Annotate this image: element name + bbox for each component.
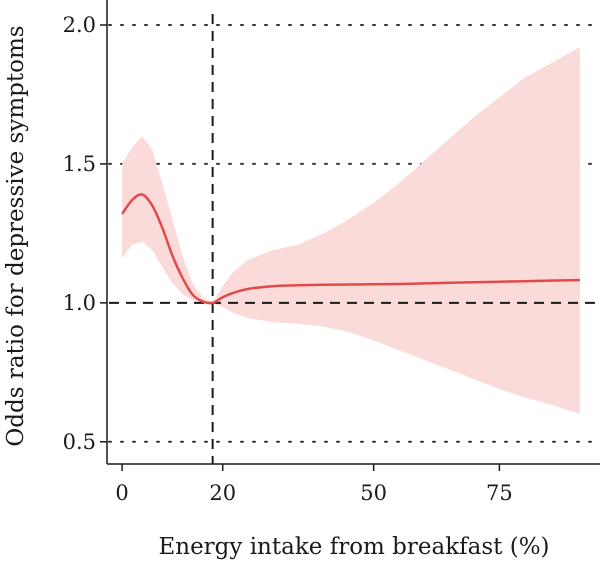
reference-lines	[109, 14, 598, 464]
tick-labels: 0.5 1.0 1.5 2.0 0 20 50 75	[63, 13, 513, 505]
x-tick-label: 50	[360, 481, 387, 505]
x-tick-label: 20	[209, 481, 236, 505]
series-line	[121, 193, 580, 305]
y-tick-label: 1.5	[63, 152, 96, 176]
confidence-band	[122, 47, 580, 414]
y-axis-label: Odds ratio for depressive symptoms	[3, 25, 29, 446]
x-axis-label: Energy intake from breakfast (%)	[158, 534, 549, 560]
x-tick-label: 0	[115, 481, 128, 505]
x-tick-label: 75	[486, 481, 513, 505]
axes	[106, 0, 600, 465]
y-tick-label: 1.0	[63, 291, 96, 315]
y-tick-label: 0.5	[63, 430, 96, 454]
y-tick-label: 2.0	[63, 13, 96, 37]
